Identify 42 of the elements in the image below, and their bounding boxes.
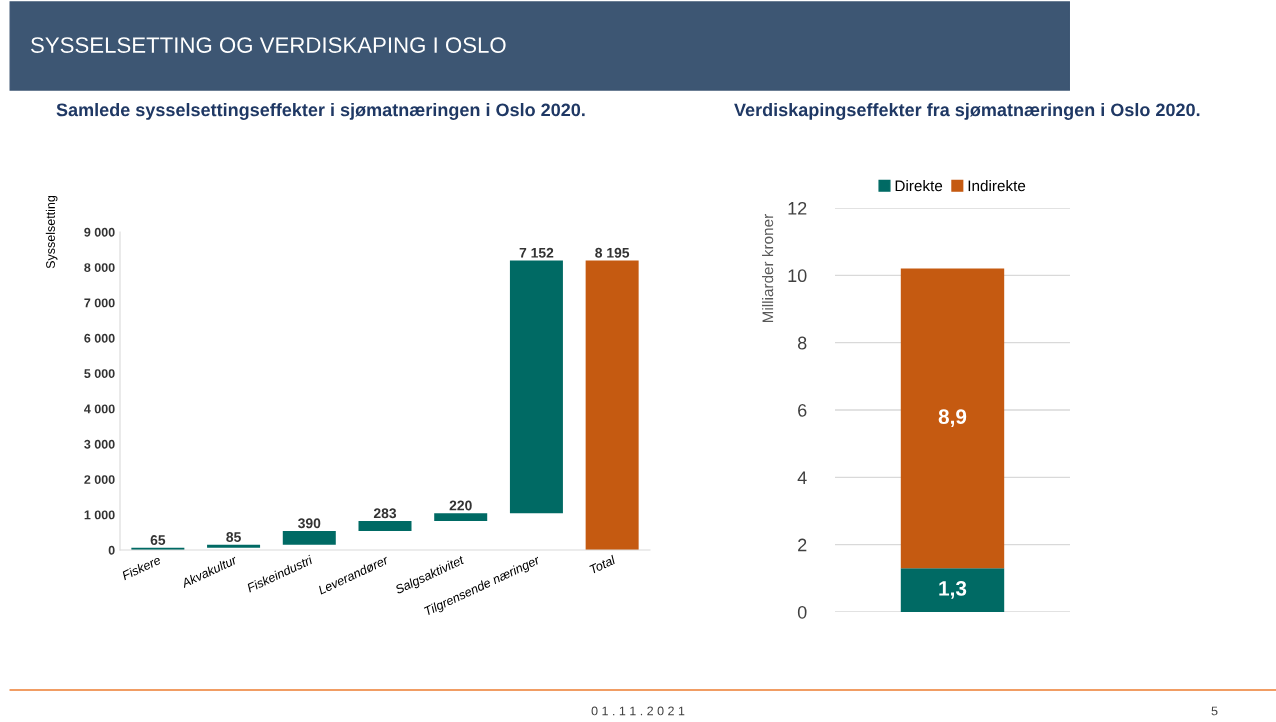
bar: [358, 520, 412, 531]
text: 5: [1211, 706, 1218, 716]
y-tick-label: 3 000: [84, 439, 115, 449]
chart-title: Samlede sysselsettingseffekter i sjømatnæringen i Oslo 2020.: [56, 103, 585, 120]
y-tick-label: 8 000: [84, 263, 115, 272]
data-label: 85: [226, 532, 241, 542]
y-tick-label: 6 000: [84, 333, 115, 343]
legend-label: Indirekte: [968, 180, 1026, 192]
y-tick-label: 7 000: [84, 298, 115, 308]
bar: [585, 260, 639, 550]
data-label: 1,3: [939, 580, 967, 599]
y-tick-label: 0: [797, 605, 807, 619]
y-axis-title: Sysselsetting: [45, 195, 58, 269]
legend-label: Direkte: [895, 180, 943, 192]
y-axis-title: Milliarder kroner: [762, 214, 774, 323]
y-tick-label: 1 000: [84, 510, 115, 520]
y-tick-label: 10: [788, 269, 807, 283]
y-tick-label: 8: [797, 336, 807, 350]
bar: [207, 544, 261, 548]
y-tick-label: 2 000: [84, 475, 115, 484]
y-tick-label: 5 000: [84, 369, 115, 378]
y-tick-label: 4: [797, 471, 807, 484]
y-tick-label: 4 000: [84, 404, 115, 414]
y-tick-label: 0: [108, 545, 115, 555]
y-tick-label: 6: [798, 403, 807, 417]
data-label: 7 152: [519, 247, 554, 258]
text: 0 1 . 1 1 . 2 0 2 1: [591, 706, 685, 716]
text: SYSSELSETTING OG VERDISKAPING I OSLO: [31, 37, 506, 53]
data-label: 283: [373, 508, 397, 519]
data-label: 8 195: [595, 247, 630, 258]
data-label: 8,9: [938, 409, 967, 428]
data-label: 65: [150, 535, 166, 545]
x-tick-label: Total: [589, 554, 617, 574]
chart-title: Verdiskapingseffekter fra sjømatnæringen i Oslo 2020.: [734, 103, 1200, 120]
bar: [434, 513, 488, 521]
bar: [282, 530, 336, 545]
data-label: 220: [449, 500, 472, 511]
bar: [509, 260, 563, 514]
y-tick-label: 9 000: [84, 227, 115, 237]
data-label: 390: [298, 518, 321, 529]
y-tick-label: 2: [798, 538, 807, 552]
y-tick-label: 12: [788, 201, 807, 215]
